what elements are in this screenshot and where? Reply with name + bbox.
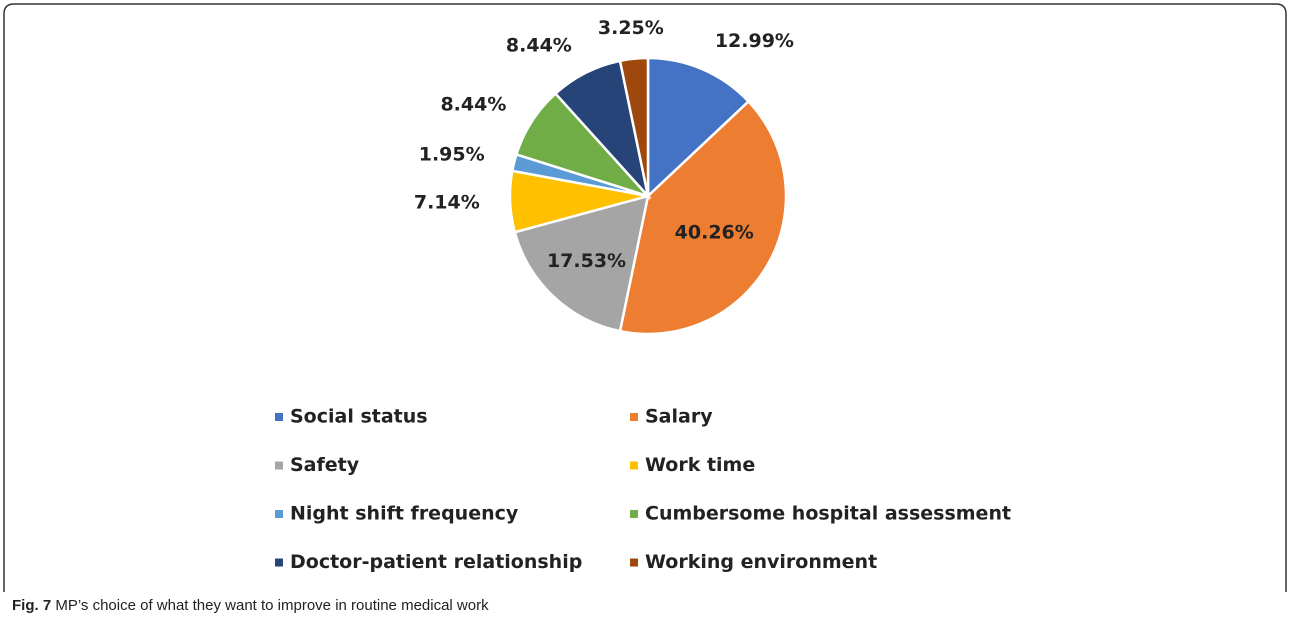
legend-label: Cumbersome hospital assessment: [645, 503, 1011, 525]
legend-label: Working environment: [645, 551, 877, 573]
legend-swatch: [630, 510, 638, 518]
data-label: 1.95%: [419, 144, 485, 166]
pie-slice: [618, 56, 650, 197]
pie-slice: [513, 194, 650, 333]
data-label: 40.26%: [675, 222, 754, 244]
legend-swatch: [275, 558, 283, 567]
legend-label: Doctor-patient relationship: [290, 551, 582, 573]
caption-text: MP’s choice of what they want to improve…: [55, 597, 489, 614]
data-label: 17.53%: [547, 250, 626, 272]
legend-label: Night shift frequency: [290, 503, 519, 525]
data-label: 7.14%: [414, 191, 480, 213]
legend-swatch: [630, 558, 638, 567]
legend-swatch: [630, 413, 638, 421]
legend-swatch: [630, 461, 638, 470]
figure-frame: [3, 3, 1287, 592]
legend-label: Work time: [645, 454, 755, 476]
legend-swatch: [275, 510, 283, 518]
caption-label: Fig. 7: [12, 597, 51, 614]
caption: Fig. 7 MP’s choice of what they want to …: [12, 597, 489, 614]
legend-label: Salary: [645, 406, 713, 428]
pie-slice: [646, 56, 751, 199]
data-label: 12.99%: [715, 30, 794, 52]
pie-slice: [618, 99, 788, 336]
data-label: 3.25%: [598, 17, 664, 39]
legend-label: Social status: [290, 406, 428, 428]
legend-swatch: [275, 413, 283, 421]
legend-swatch: [275, 461, 283, 470]
legend-label: Safety: [290, 454, 360, 476]
data-label: 8.44%: [440, 93, 506, 115]
data-label: 8.44%: [506, 34, 572, 56]
